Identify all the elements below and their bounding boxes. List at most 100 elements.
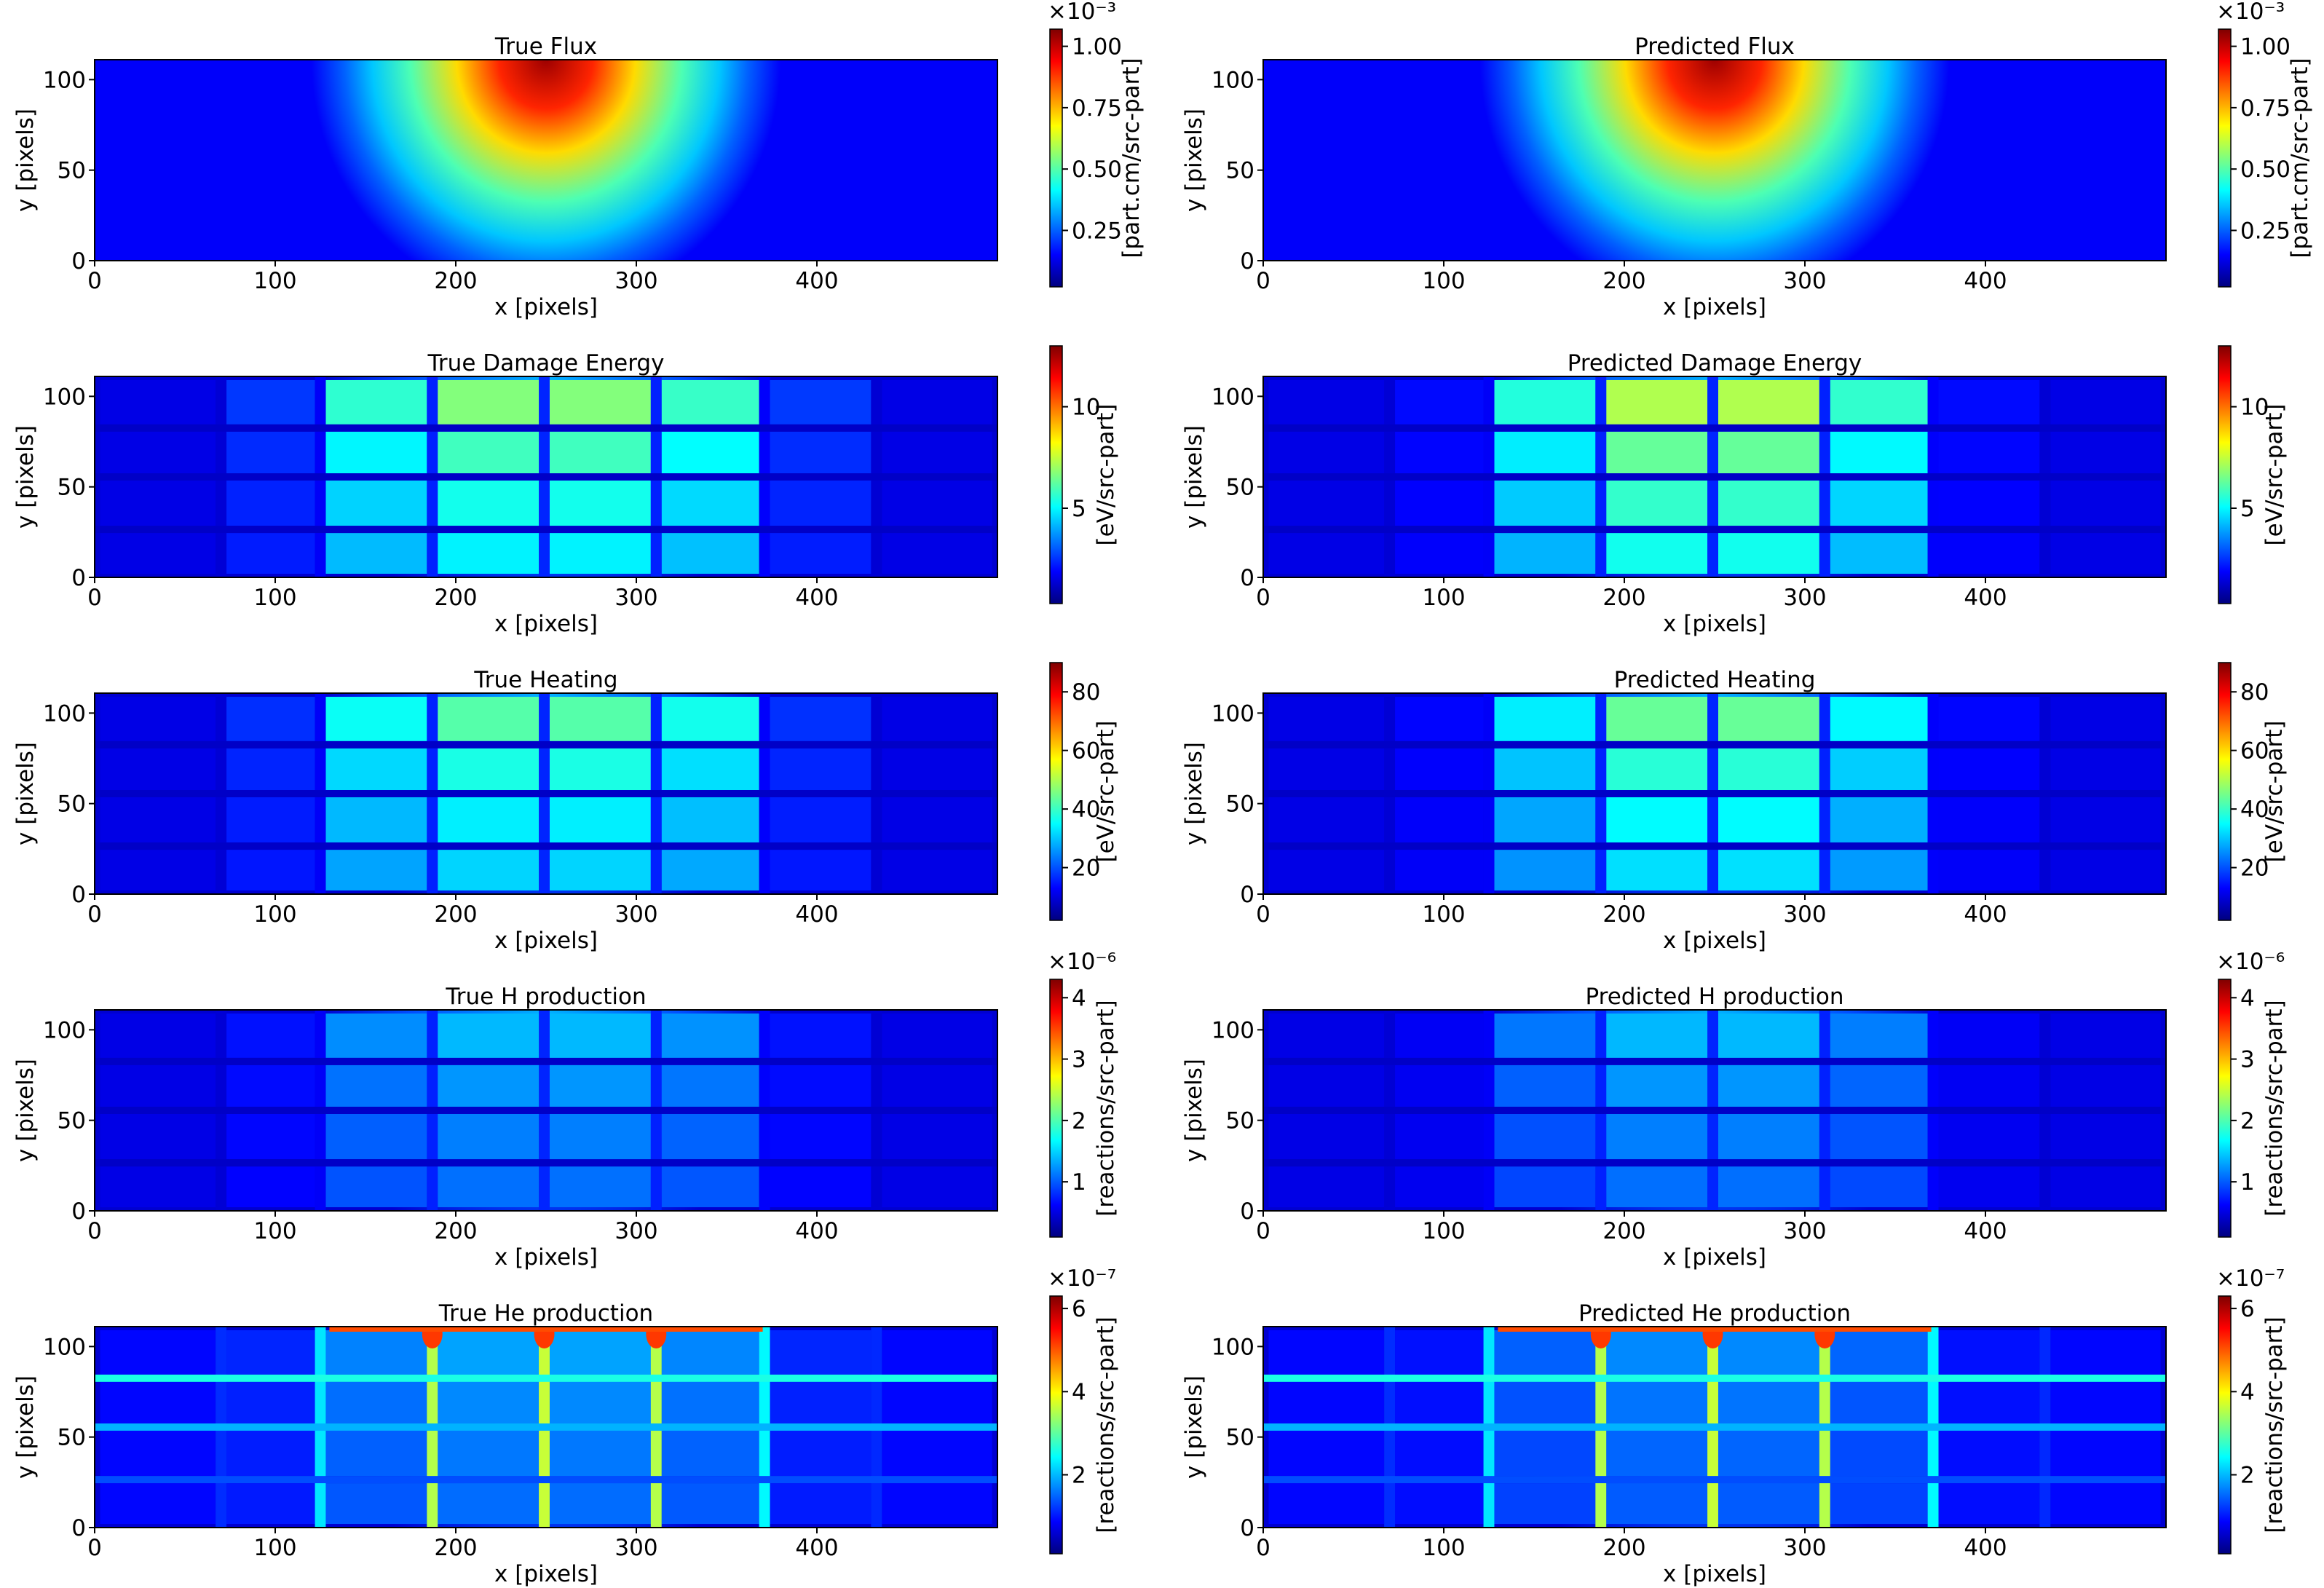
heatmap-cell [1606, 431, 1708, 474]
x-tick-label: 400 [795, 585, 838, 611]
x-tick-label: 100 [253, 1535, 296, 1561]
y-tick-label: 100 [1212, 1017, 1254, 1043]
y-axis-label: y [pixels] [12, 742, 39, 845]
heatmap-cell [2050, 1166, 2161, 1208]
heatmap-cell [1718, 1381, 1819, 1424]
heatmap-cell [226, 1166, 315, 1208]
heatmap-cell [1938, 1330, 2040, 1375]
heatmap-cell [661, 1381, 759, 1424]
heatmap-cell [661, 533, 759, 574]
x-tick-label: 200 [434, 585, 477, 611]
heatmap-cell [2050, 1064, 2161, 1107]
heatmap-cell [549, 748, 651, 791]
heatmap-cell [770, 1483, 872, 1525]
y-tick-label: 100 [43, 700, 86, 727]
heatmap-cell [1494, 696, 1596, 741]
x-tick-label: 200 [1602, 901, 1645, 928]
axes-frame [94, 1009, 998, 1212]
heatmap-cell [1268, 748, 1385, 791]
heatmap-cell [549, 1064, 651, 1107]
heatmap-cell [661, 1064, 759, 1107]
heatmap-cell [1606, 1013, 1708, 1058]
plot-area [95, 1010, 997, 1211]
heatmap-cell [1268, 1330, 1385, 1375]
heatmap-cell [100, 1483, 216, 1525]
heatmap-cell [1606, 1483, 1708, 1525]
x-axis-label: x [pixels] [1663, 611, 1766, 637]
heatmap-cell [100, 696, 216, 741]
y-tick-label: 0 [1240, 248, 1254, 274]
heatmap-cell [882, 480, 992, 526]
heatmap-cell [1718, 1330, 1819, 1375]
y-tick-label: 50 [58, 1108, 86, 1134]
heatmap-cell [1494, 379, 1596, 424]
heatmap-cell [226, 797, 315, 843]
heatmap-cell [661, 1483, 759, 1525]
heatmap-cell [1830, 1013, 1928, 1058]
y-tick-label: 50 [1226, 1108, 1254, 1134]
colorbar [2218, 345, 2232, 604]
subplot-title: True H production [445, 984, 646, 1010]
axes-frame [94, 376, 998, 578]
plot-area [95, 693, 997, 894]
subplot-7: Predicted H production 0 100 200 300 400 0 50 10… [1181, 949, 2288, 1271]
x-tick-label: 300 [1783, 901, 1826, 928]
heatmap-cell [1494, 1013, 1596, 1058]
x-tick-label: 300 [1783, 1535, 1826, 1561]
colorbar-label: [eV/src-part] [1093, 404, 1119, 546]
heatmap-cell [661, 696, 759, 741]
heatmap-cell [1494, 1166, 1596, 1208]
heatmap-cell [549, 1330, 651, 1375]
x-tick-label: 200 [434, 901, 477, 928]
wall-horizontal [1263, 1374, 2166, 1382]
heatmap-cell [549, 850, 651, 891]
y-tick-label: 100 [1212, 67, 1254, 93]
heatmap-cell [549, 1013, 651, 1058]
heatmap-cell [1718, 533, 1819, 574]
heatmap-cell [325, 1330, 427, 1375]
heatmap-cell [226, 1330, 315, 1375]
heatmap-cell [882, 850, 992, 891]
y-axis-label: y [pixels] [1181, 1375, 1207, 1479]
x-tick-label: 200 [434, 268, 477, 294]
heatmap-cell [438, 379, 540, 424]
colorbar-tick-label: 4 [2240, 985, 2255, 1011]
heatmap-cell [100, 533, 216, 574]
heatmap-cell [1606, 797, 1708, 843]
heatmap-cell [1268, 696, 1385, 741]
heatmap-cell [661, 797, 759, 843]
colorbar-exponent: ×10⁻⁶ [2216, 949, 2285, 975]
x-tick-label: 400 [795, 1535, 838, 1561]
x-tick-label: 0 [1256, 1218, 1270, 1244]
heatmap-cell [1268, 850, 1385, 891]
y-tick-label: 100 [1212, 384, 1254, 410]
heatmap-cell [770, 379, 872, 424]
x-axis-label: x [pixels] [494, 1561, 598, 1587]
heatmap-cell [882, 1113, 992, 1160]
heatmap-cell [1268, 1483, 1385, 1525]
heatmap-cell [1718, 696, 1819, 741]
y-tick-label: 0 [71, 1198, 86, 1225]
x-tick-label: 100 [253, 901, 296, 928]
heatmap-cell [1718, 797, 1819, 843]
subplot-title: Predicted Flux [1635, 33, 1795, 60]
plot-area [95, 60, 997, 261]
heatmap-cell [770, 748, 872, 791]
heatmap-cell [882, 1064, 992, 1107]
x-tick-label: 0 [87, 1218, 102, 1244]
y-tick-label: 0 [1240, 565, 1254, 591]
heatmap-cell [1494, 431, 1596, 474]
heatmap-cell [1606, 1064, 1708, 1107]
subplot-0: True Flux 0 100 200 300 400 0 50 100 x [pixels] y … [12, 0, 1145, 320]
heatmap-cell [882, 1166, 992, 1208]
heatmap-cell [2050, 696, 2161, 741]
heatmap-cell [100, 1013, 216, 1058]
heatmap-cell [1395, 1483, 1484, 1525]
x-axis-label: x [pixels] [1663, 1244, 1766, 1271]
heatmap-cell [1830, 797, 1928, 843]
y-axis-label: y [pixels] [12, 1059, 39, 1162]
heatmap-cell [1395, 1013, 1484, 1058]
heatmap-cell [438, 1013, 540, 1058]
hot-spot [1702, 1327, 1723, 1348]
